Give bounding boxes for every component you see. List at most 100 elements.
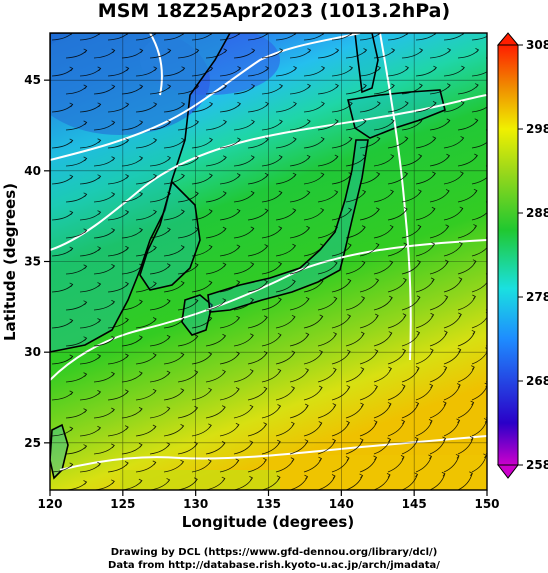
streamline-arrow <box>180 424 185 429</box>
streamline-arrow <box>290 457 295 462</box>
streamline-arrow <box>181 137 186 143</box>
streamline-arrow <box>430 277 435 283</box>
streamline-arrow <box>304 403 309 409</box>
streamline-arrow <box>307 48 312 53</box>
streamline-arrow <box>152 388 157 394</box>
y-tick-label: 35 <box>24 255 41 269</box>
streamline-arrow <box>69 318 74 324</box>
lat-lon-grid <box>50 33 487 490</box>
streamline <box>471 106 487 113</box>
coastline-honshu <box>207 139 369 313</box>
streamline-arrow <box>83 480 88 485</box>
streamline-arrow <box>236 315 241 321</box>
streamline-arrow <box>111 335 115 341</box>
streamline-arrow <box>97 354 102 359</box>
streamline-arrow <box>319 278 324 284</box>
streamline-arrow <box>279 83 284 89</box>
streamline-arrow <box>446 153 451 159</box>
footer-credit-drawing: Drawing by DCL (https://www.gfd-dennou.o… <box>110 547 438 558</box>
streamline-arrow <box>376 207 380 213</box>
streamline-arrow <box>139 191 144 197</box>
streamline-arrow <box>125 102 130 107</box>
streamline-arrow <box>250 333 254 339</box>
streamline-arrow <box>376 136 381 142</box>
streamline-arrow <box>417 260 421 265</box>
streamline-arrow <box>153 173 158 179</box>
streamline-arrow <box>431 206 436 212</box>
streamline-arrow <box>83 408 88 413</box>
streamline-arrow <box>472 294 476 300</box>
streamline-arrow <box>70 33 73 36</box>
streamline-arrow <box>446 118 451 124</box>
streamline-arrow <box>125 353 129 359</box>
streamline <box>429 473 446 490</box>
streamline-arrow <box>291 314 296 320</box>
streamline-arrow <box>473 188 478 194</box>
x-tick-label: 120 <box>37 497 62 511</box>
streamline-arrow <box>335 83 339 89</box>
streamline-arrow <box>166 370 171 376</box>
streamline-arrow <box>294 33 297 36</box>
streamline-arrow <box>249 440 254 446</box>
streamline-arrow <box>97 174 102 179</box>
streamline-arrow <box>307 83 311 89</box>
streamline-arrow <box>391 83 395 89</box>
streamline-arrow <box>332 367 337 373</box>
streamline-arrow <box>471 365 475 370</box>
streamline-arrow <box>293 101 297 107</box>
streamline-arrow <box>402 313 407 318</box>
streamline-arrow <box>236 244 241 250</box>
streamline-arrow <box>209 137 213 143</box>
streamline <box>373 474 391 490</box>
streamline <box>471 281 487 293</box>
streamline-arrow <box>375 278 380 283</box>
streamline-arrow <box>251 119 255 125</box>
streamline-arrow <box>237 137 241 143</box>
coastline-kyushu <box>181 294 213 336</box>
streamline-arrow <box>374 384 378 390</box>
streamline-arrow <box>432 136 437 141</box>
streamline-arrow <box>318 421 323 426</box>
streamline-arrow <box>403 277 407 283</box>
streamline-arrow <box>167 191 171 197</box>
streamline-arrow <box>320 172 325 178</box>
streamline-arrow <box>277 439 281 445</box>
streamline <box>457 402 474 419</box>
streamline-arrow <box>166 299 171 304</box>
streamline-arrow <box>222 333 227 339</box>
streamline-arrow <box>373 455 378 461</box>
streamline-arrow <box>138 442 143 448</box>
streamline-arrow <box>83 264 88 269</box>
streamline-arrow <box>490 31 493 35</box>
streamline-arrow <box>83 372 88 377</box>
streamline-arrow <box>69 282 74 288</box>
streamline-arrow <box>459 241 463 247</box>
streamline-arrow <box>376 172 381 177</box>
streamline-arrow <box>403 207 408 212</box>
streamline-arrow <box>250 190 255 196</box>
streamline-arrow <box>447 48 452 53</box>
streamline-arrow <box>335 48 340 53</box>
streamline-arrow <box>251 83 256 89</box>
warm-region <box>120 470 280 490</box>
streamline-arrow <box>347 314 352 319</box>
streamline-arrow <box>83 192 88 198</box>
streamline <box>415 456 432 473</box>
streamline-arrow <box>293 66 298 71</box>
streamline-arrow <box>333 332 338 337</box>
streamline-arrow <box>152 281 157 286</box>
streamline-arrow <box>97 102 102 108</box>
streamline-arrow <box>195 48 200 54</box>
streamline-arrow <box>387 402 392 407</box>
streamline-arrow <box>489 101 492 105</box>
warm-region <box>260 455 487 490</box>
streamline-arrow <box>458 277 463 282</box>
streamline-arrow <box>388 331 393 336</box>
streamline-arrow <box>375 242 380 248</box>
streamline-arrow <box>404 101 409 106</box>
streamline-arrow <box>445 224 450 229</box>
streamline-arrow <box>361 225 366 230</box>
streamline-arrow <box>83 336 88 341</box>
streamline-arrow <box>167 227 171 233</box>
streamline-arrow <box>347 278 352 284</box>
